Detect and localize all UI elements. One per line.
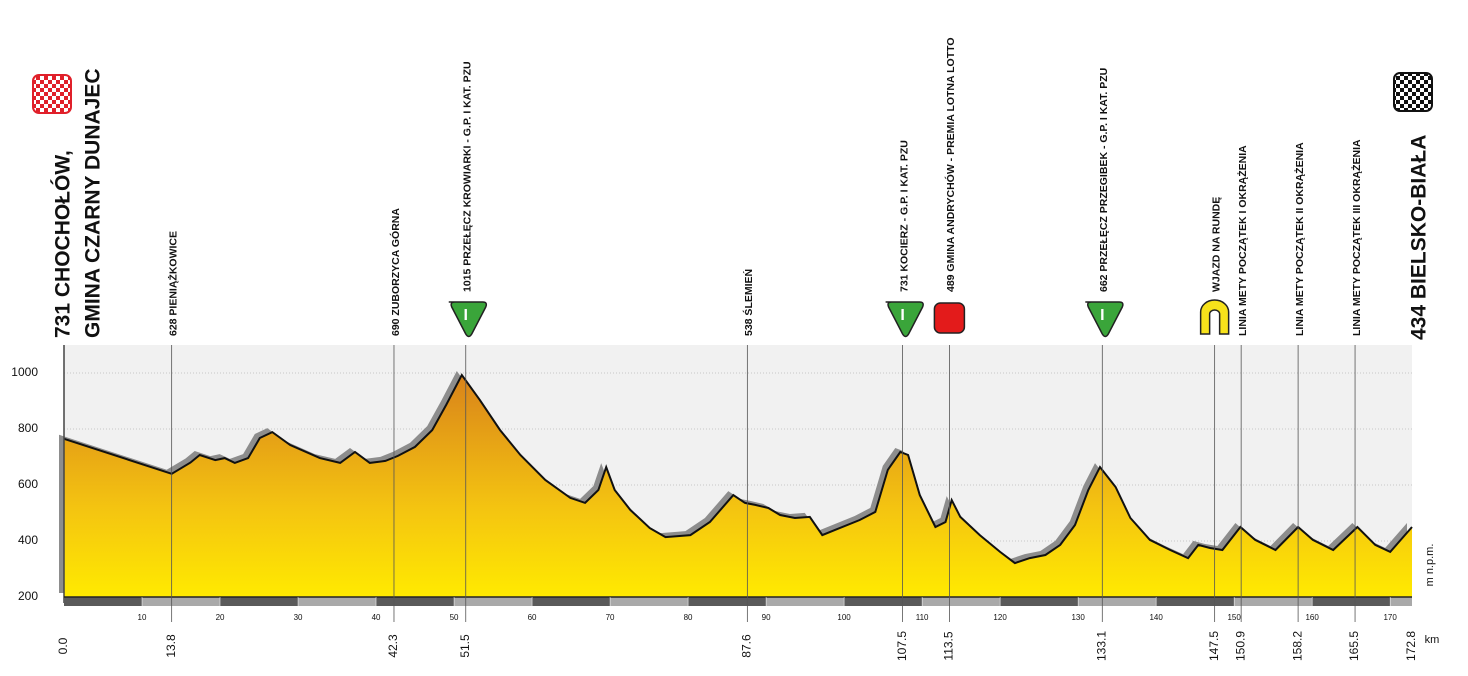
finish-flag [1393, 72, 1433, 112]
profile-area [64, 375, 1412, 597]
start-label: 731 CHOCHOŁÓW, [51, 150, 75, 338]
x-tick-label: 10 [138, 613, 147, 622]
x-tick-label: 90 [762, 613, 771, 622]
y-tick-label: 400 [18, 533, 38, 547]
waypoint-km: 147.5 [1207, 631, 1221, 661]
x-tick-label: 20 [216, 613, 225, 622]
ruler-segment [220, 597, 299, 606]
y-unit: m n.p.m. [1424, 544, 1436, 587]
x-tick-label: 50 [450, 613, 459, 622]
ruler-segment [1234, 597, 1313, 606]
waypoint-km: 51.5 [458, 634, 472, 658]
ruler-segment [298, 597, 377, 606]
waypoint-km: 13.8 [164, 634, 178, 658]
waypoint-label: 690 ZUBORZYCA GÓRNA [389, 208, 402, 336]
x-tick-label: 160 [1305, 613, 1319, 622]
y-tick-label: 200 [18, 589, 38, 603]
ruler-segment [454, 597, 533, 606]
lap-icon [1199, 299, 1230, 335]
profile-line [63, 373, 1413, 565]
start-km: 0.0 [56, 637, 70, 654]
x-unit: km [1425, 634, 1440, 646]
ruler-segment [688, 597, 767, 606]
climb-icon [885, 301, 924, 338]
ruler-segment [1078, 597, 1157, 606]
y-tick-label: 1000 [11, 365, 38, 379]
waypoint-label: WJAZD NA RUNDĘ [1210, 197, 1222, 292]
climb-icon [1085, 301, 1124, 338]
waypoint-label: 1015 PRZEŁĘCZ KROWIARKI - G.P. I KAT. PZ… [462, 61, 474, 292]
climb-badge: I [900, 307, 904, 324]
x-tick-label: 170 [1383, 613, 1397, 622]
waypoint-km: 133.1 [1094, 631, 1108, 661]
waypoint-km: 150.9 [1233, 631, 1247, 661]
ruler-segment [1390, 597, 1412, 606]
ruler-segment [376, 597, 455, 606]
x-tick-label: 70 [606, 613, 615, 622]
waypoint-label: LINIA METY POCZĄTEK I OKRĄŻENIA [1236, 145, 1249, 336]
finish-km: 172.8 [1404, 631, 1418, 661]
x-tick-label: 40 [372, 613, 381, 622]
climb-icon [448, 301, 488, 338]
y-tick-label: 800 [18, 421, 38, 435]
waypoint-km: 113.5 [942, 631, 956, 660]
waypoint-label: 731 KOCIERZ - G.P. I KAT. PZU [898, 140, 910, 292]
waypoint-label: 628 PIENIĄŻKOWICE [166, 231, 179, 336]
y-tick-label: 600 [18, 477, 38, 491]
x-tick-label: 100 [837, 613, 851, 622]
ruler-segment [1156, 597, 1235, 606]
x-tick-label: 60 [528, 613, 537, 622]
climb-badge: I [1100, 307, 1104, 324]
waypoint-km: 107.5 [895, 631, 909, 661]
x-tick-label: 150 [1227, 613, 1241, 622]
ruler-segment [844, 597, 923, 606]
waypoint-label: 538 ŚLEMIEŃ [742, 269, 755, 336]
finish-label: 434 BIELSKO-BIAŁA [1408, 135, 1431, 340]
waypoint-km: 165.5 [1347, 631, 1361, 661]
waypoint-label: LINIA METY POCZĄTEK II OKRĄŻENIA [1293, 142, 1306, 336]
x-tick-label: 120 [993, 613, 1007, 622]
x-tick-label: 110 [916, 613, 929, 622]
waypoint-label: 489 GMINA ANDRYCHÓW - PREMIA LOTNA LOTTO [944, 37, 957, 292]
waypoint-km: 87.6 [740, 634, 754, 658]
ruler-segment [766, 597, 845, 606]
x-tick-label: 80 [684, 613, 693, 622]
ruler-segment [142, 597, 221, 606]
ruler-segment [922, 597, 1001, 606]
sprint-icon [933, 302, 966, 334]
ruler-segment [1312, 597, 1391, 606]
x-tick-label: 130 [1071, 613, 1085, 622]
start-flag [32, 74, 72, 114]
ruler-segment [610, 597, 689, 606]
x-tick-label: 140 [1149, 613, 1163, 622]
start-label: GMINA CZARNY DUNAJEC [82, 68, 105, 338]
ruler-segment [1000, 597, 1079, 606]
waypoint-label: LINIA METY POCZĄTEK III OKRĄŻENIA [1350, 139, 1363, 336]
x-tick-label: 30 [294, 613, 303, 622]
climb-badge: I [464, 307, 468, 324]
ruler-segment [532, 597, 611, 606]
waypoint-km: 42.3 [386, 634, 400, 658]
waypoint-km: 158.2 [1290, 631, 1304, 661]
waypoint-label: 662 PRZEŁĘCZ PRZEGIBEK - G.P. I KAT. PZU [1098, 68, 1110, 292]
ruler-segment [64, 597, 143, 606]
